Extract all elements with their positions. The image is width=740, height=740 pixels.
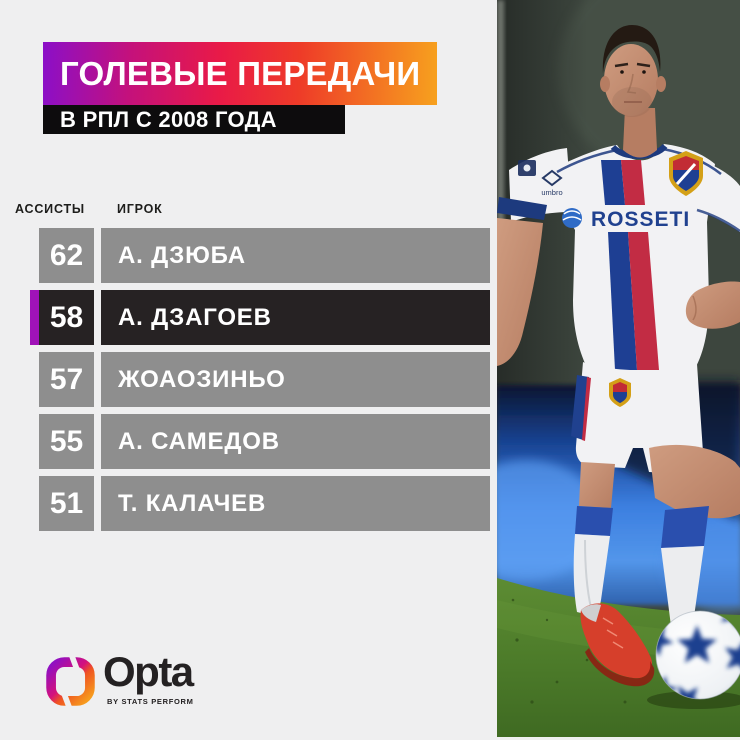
jersey-sponsor-text: ROSSETI: [591, 208, 690, 231]
column-header-assists: АССИСТЫ: [15, 202, 85, 216]
player-name: А. ДЗАГОЕВ: [101, 290, 490, 345]
title-banner: ГОЛЕВЫЕ ПЕРЕДАЧИ: [43, 42, 437, 105]
assists-value: 57: [39, 352, 94, 407]
table-row: 55 А. САМЕДОВ: [39, 414, 490, 469]
column-header-player: ИГРОК: [117, 202, 163, 216]
subtitle-bar: В РПЛ С 2008 ГОДА: [43, 105, 345, 134]
opta-wordmark: Opta: [103, 648, 194, 695]
assists-value: 55: [39, 414, 94, 469]
red-boot: [580, 603, 655, 687]
assists-value: 58: [30, 290, 94, 345]
player-name: А. САМЕДОВ: [101, 414, 490, 469]
jersey-brand-text: umbro: [541, 188, 562, 197]
player-name: А. ДЗЮБА: [101, 228, 490, 283]
table-row: 51 Т. КАЛАЧЕВ: [39, 476, 490, 531]
assists-value: 51: [39, 476, 94, 531]
sock-band: [575, 506, 613, 536]
sock-band: [661, 506, 709, 548]
umbro-diamond-icon: umbro: [541, 169, 563, 197]
page-title: ГОЛЕВЫЕ ПЕРЕДАЧИ: [60, 54, 421, 92]
table-row: 57 ЖОАОЗИНЬО: [39, 352, 490, 407]
rosseti-globe-icon: [562, 208, 582, 228]
table-row: 62 А. ДЗЮБА: [39, 228, 490, 283]
sleeve-cuff: [497, 197, 547, 220]
page-subtitle: В РПЛ С 2008 ГОДА: [60, 106, 277, 132]
player-name: ЖОАОЗИНЬО: [101, 352, 490, 407]
player-head: [600, 25, 666, 158]
player-photo: ROSSETI umbro: [497, 0, 740, 737]
jersey-centre-stripe: [601, 160, 659, 370]
player-figure: ROSSETI umbro: [497, 25, 740, 687]
shorts-crest-icon: [609, 378, 631, 407]
opta-sub-brand: BY STATS PERFORM: [107, 697, 194, 706]
cska-crest-icon: [669, 151, 703, 196]
opta-brackets-icon: [46, 657, 95, 706]
champions-league-ball: [647, 610, 740, 709]
table-row: 58 А. ДЗАГОЕВ: [30, 290, 490, 345]
player-name: Т. КАЛАЧЕВ: [101, 476, 490, 531]
assists-value: 62: [39, 228, 94, 283]
